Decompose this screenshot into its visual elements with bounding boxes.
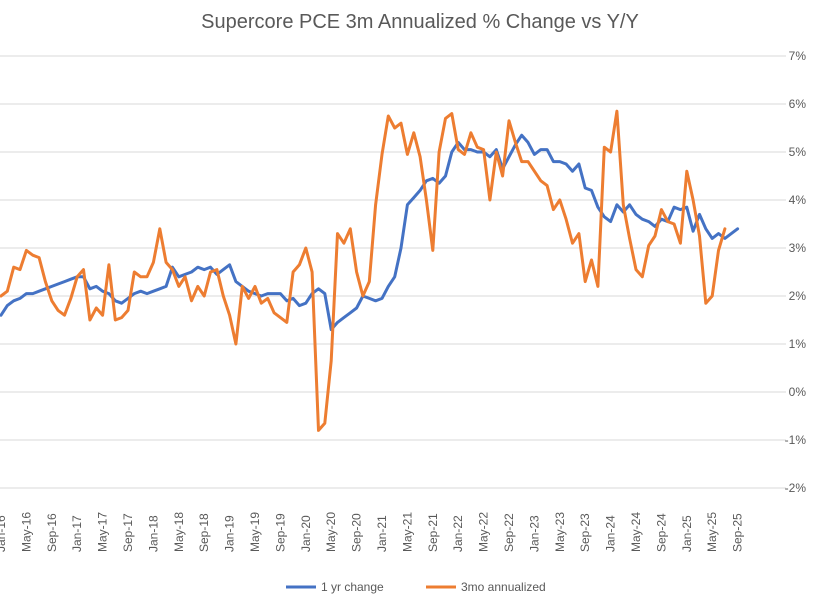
y-tick-label: 1%: [789, 337, 807, 351]
x-tick-label: Jan-19: [223, 515, 237, 552]
legend-label-1yr: 1 yr change: [321, 580, 384, 594]
y-tick-label: 7%: [789, 49, 807, 63]
legend: 1 yr change 3mo annualized: [286, 580, 546, 594]
x-tick-label: Sep-25: [731, 513, 745, 552]
series-line-3mo-annualized: [0, 109, 727, 432]
x-tick-label: Sep-24: [654, 513, 668, 552]
y-tick-label: -2%: [785, 481, 807, 495]
x-tick-label: May-25: [705, 512, 719, 552]
x-tick-label: Sep-22: [502, 513, 516, 552]
y-tick-label: 6%: [789, 97, 807, 111]
x-tick-label: May-23: [553, 512, 567, 552]
x-tick-label: Sep-16: [45, 513, 59, 552]
x-tick-label: May-20: [324, 512, 338, 552]
x-tick-label: Sep-23: [578, 513, 592, 552]
y-tick-label: 3%: [789, 241, 807, 255]
y-tick-label: 0%: [789, 385, 807, 399]
y-axis-ticks: 7% 6% 5% 4% 3% 2% 1% 0% -1% -2%: [785, 49, 807, 495]
x-tick-label: May-16: [19, 512, 33, 552]
x-tick-label: Sep-17: [121, 513, 135, 552]
x-tick-label: May-21: [400, 512, 414, 552]
x-tick-label: Sep-18: [197, 513, 211, 552]
legend-label-3mo: 3mo annualized: [461, 580, 546, 594]
x-tick-label: Jan-17: [70, 515, 84, 552]
x-tick-label: May-18: [172, 512, 186, 552]
gridlines: [0, 55, 786, 489]
x-tick-label: May-19: [248, 512, 262, 552]
x-tick-label: May-24: [629, 512, 643, 552]
y-tick-label: 5%: [789, 145, 807, 159]
y-tick-label: 4%: [789, 193, 807, 207]
x-tick-label: Jan-24: [604, 515, 618, 552]
series-line-1yr-change: [0, 133, 740, 332]
x-tick-label: Jan-18: [146, 515, 160, 552]
x-tick-label: Jan-20: [299, 515, 313, 552]
x-axis-ticks: Jan-16 May-16 Sep-16 Jan-17 May-17 Sep-17 Jan-…: [0, 512, 745, 552]
y-tick-label: 2%: [789, 289, 807, 303]
y-tick-label: -1%: [785, 433, 807, 447]
x-tick-label: Sep-21: [426, 513, 440, 552]
x-tick-label: May-17: [96, 512, 110, 552]
x-tick-label: May-22: [477, 512, 491, 552]
chart-title: Supercore PCE 3m Annualized % Change vs …: [201, 11, 639, 33]
x-tick-label: Jan-23: [527, 515, 541, 552]
x-tick-label: Jan-22: [451, 515, 465, 552]
x-tick-label: Jan-16: [0, 515, 8, 552]
x-tick-label: Jan-21: [375, 515, 389, 552]
x-tick-label: Sep-19: [273, 513, 287, 552]
x-tick-label: Sep-20: [350, 513, 364, 552]
series-lines: [0, 109, 740, 432]
x-tick-label: Jan-25: [680, 515, 694, 552]
